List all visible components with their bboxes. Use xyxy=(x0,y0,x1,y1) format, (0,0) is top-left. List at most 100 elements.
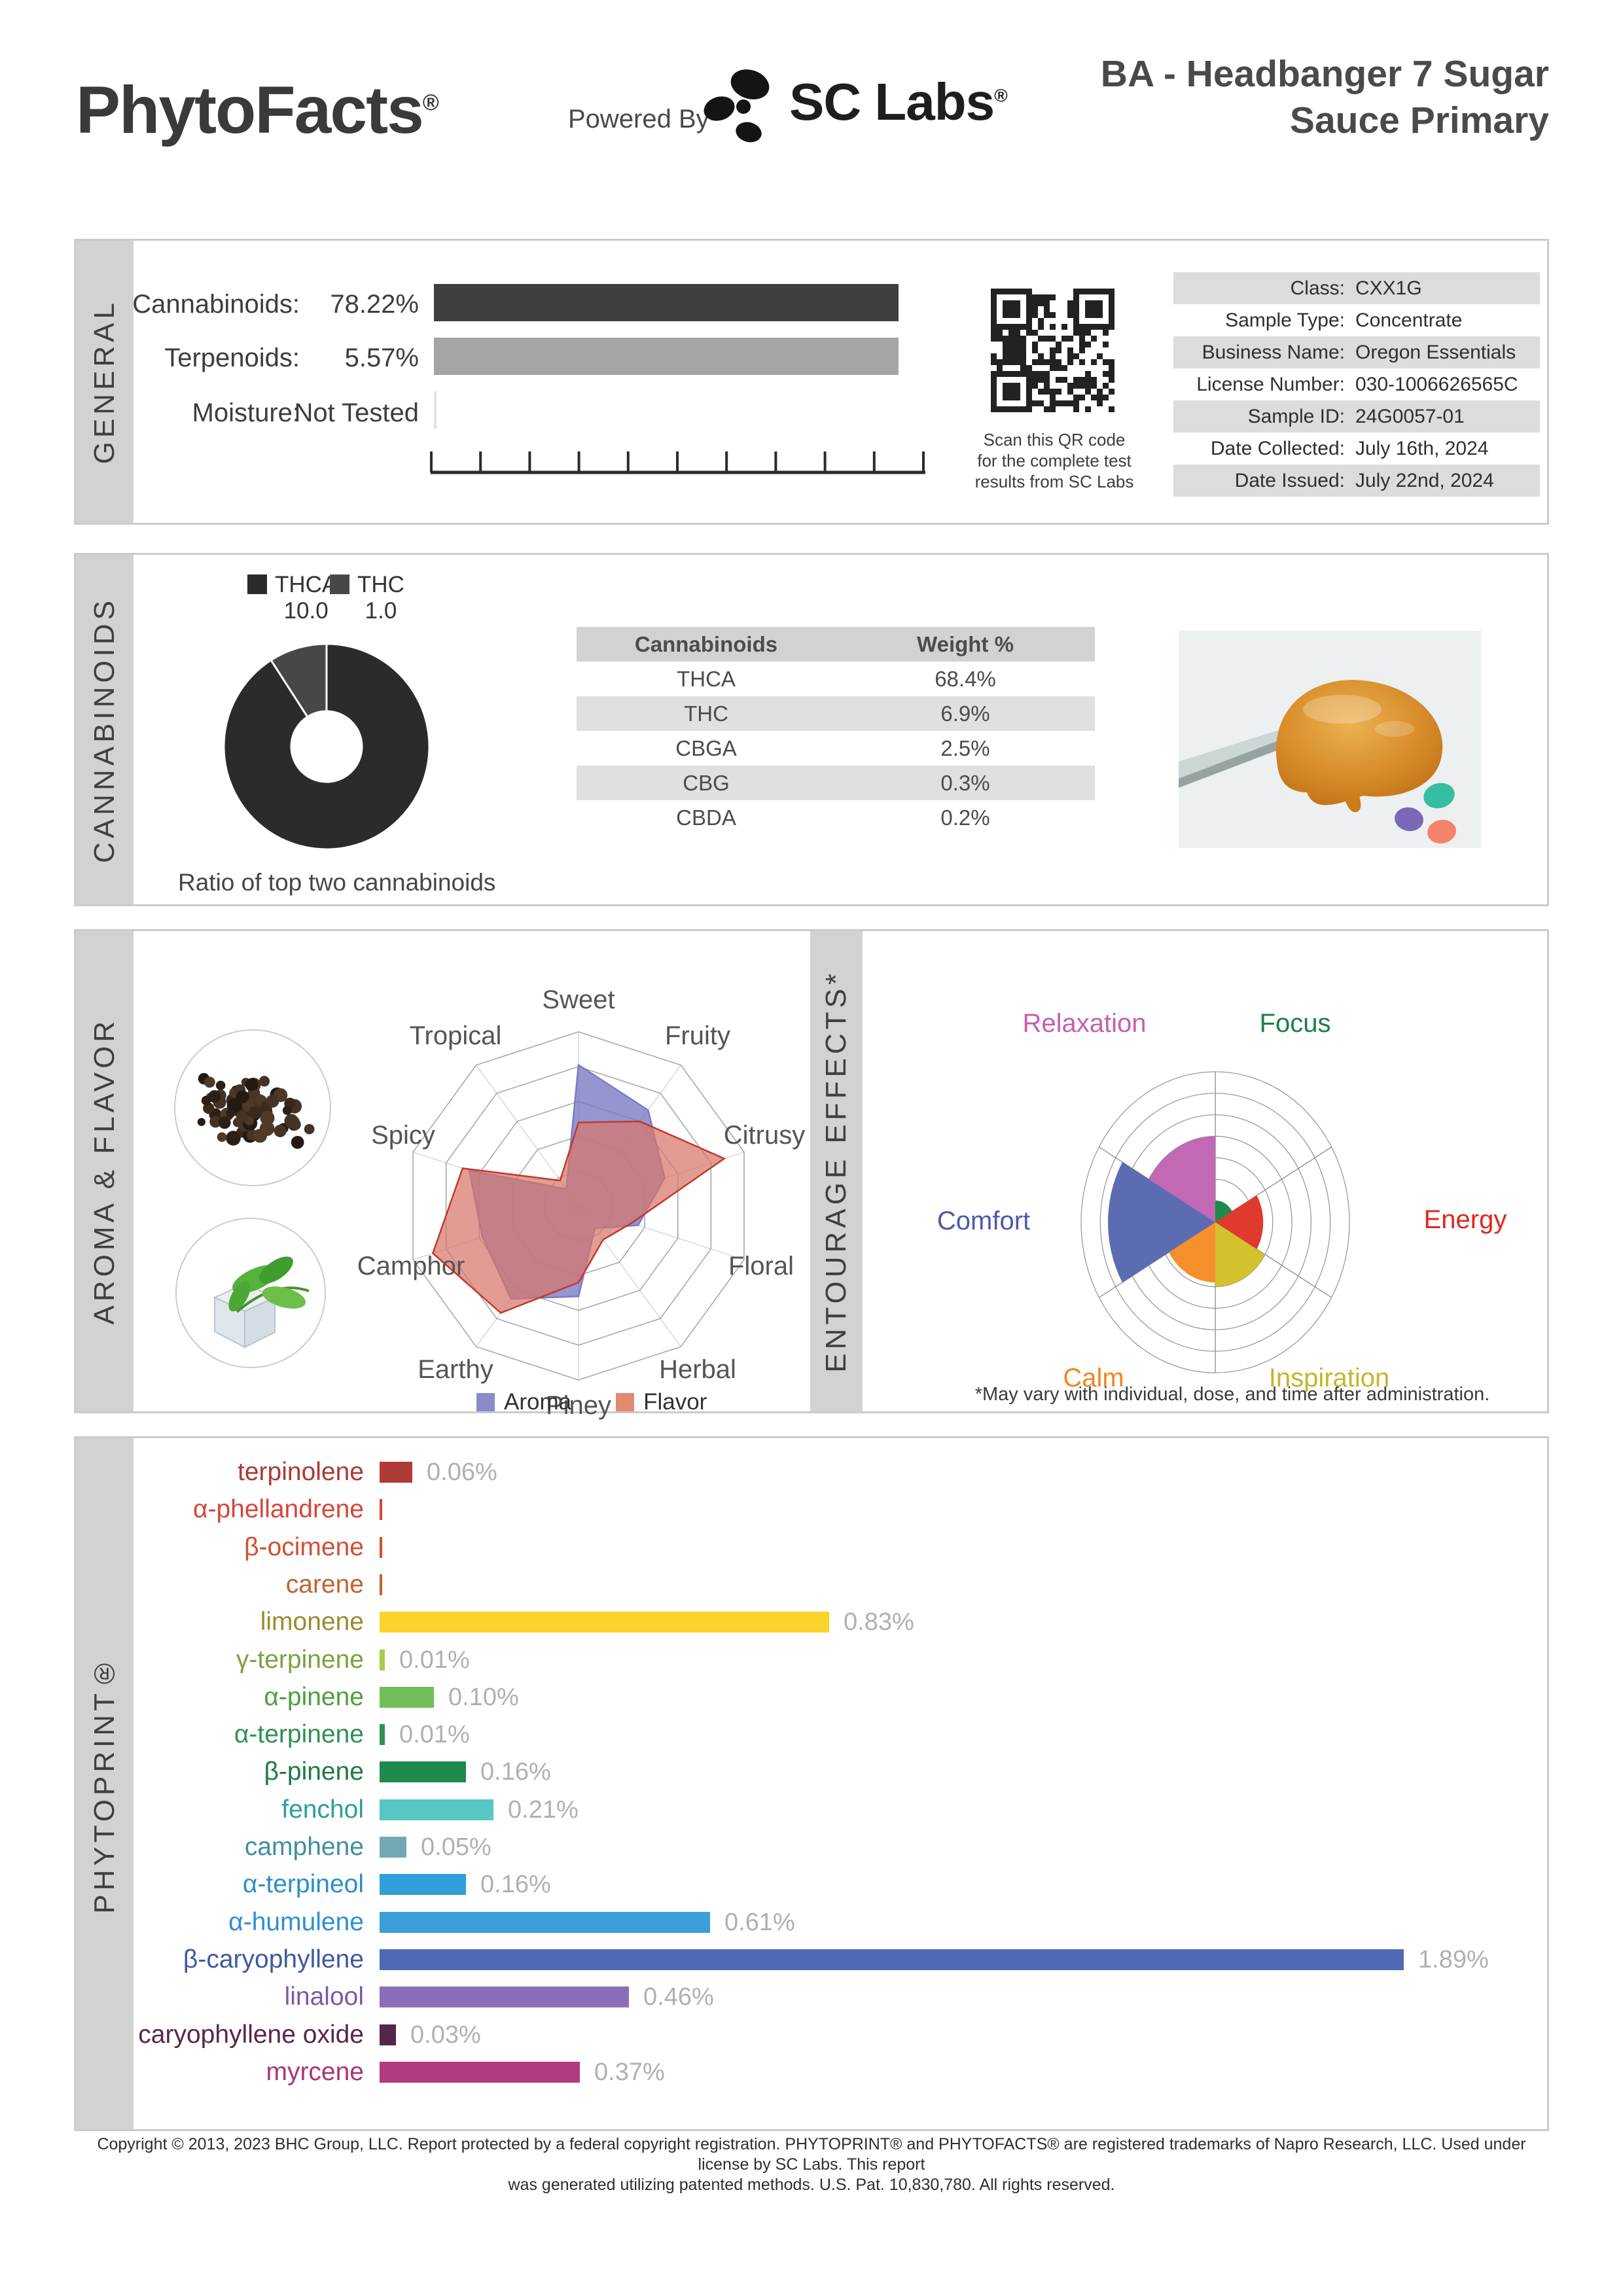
qr-code xyxy=(989,287,1117,415)
info-row: Class: CXX1G xyxy=(1173,272,1540,304)
radar-axis-label: Citrusy xyxy=(724,1121,805,1150)
terpene-bar xyxy=(380,1761,466,1783)
terpene-bar xyxy=(380,1987,629,2008)
terpene-row: carene xyxy=(76,1570,1542,1598)
info-row-label: Class: xyxy=(1290,277,1345,299)
info-row-value: 030-1006626565C xyxy=(1355,373,1518,395)
info-row-label: Date Collected: xyxy=(1210,437,1345,459)
cannabinoid-name: CBG xyxy=(683,770,730,795)
aroma-legend-label: Aroma xyxy=(504,1389,572,1415)
entourage-axis-label: Focus xyxy=(1260,1009,1331,1038)
entourage-axis-label: Inspiration xyxy=(1269,1364,1390,1392)
entourage-axis-label: Calm xyxy=(1063,1364,1124,1392)
info-row-value: July 22nd, 2024 xyxy=(1355,469,1494,491)
terpene-row: α-humulene 0.61% xyxy=(76,1908,1542,1936)
terpene-row: fenchol 0.21% xyxy=(76,1795,1542,1824)
terpenoids-total-bar xyxy=(434,338,899,375)
qr-caption-line1: Scan this QR code xyxy=(983,430,1126,450)
phytoprint-sidebar: PHYTOPRINT® xyxy=(76,1438,134,2129)
terpene-row: linalool 0.46% xyxy=(76,1983,1542,2011)
terpene-bar xyxy=(380,1911,710,1933)
accent-stripe-yellow xyxy=(74,181,1549,202)
powered-by-label: Powered By xyxy=(568,105,709,133)
terpenoids-total-value: 5.57% xyxy=(344,344,419,372)
qr-caption-line2: for the complete test xyxy=(977,451,1132,470)
info-row-label: Sample ID: xyxy=(1247,405,1345,427)
weight-table-row: CBDA 0.2% xyxy=(577,800,1095,835)
terpene-bar xyxy=(380,1499,382,1521)
general-section-label: GENERAL xyxy=(88,299,120,465)
cannabinoid-weight: 68.4% xyxy=(935,666,996,691)
terpene-row: β-caryophyllene 1.89% xyxy=(76,1945,1542,1973)
weight-table-header: Cannabinoids Weight % xyxy=(577,627,1095,662)
weight-table-header-weight: Weight % xyxy=(917,631,1014,656)
terpene-bar xyxy=(380,1649,385,1670)
terpene-bar xyxy=(380,1724,385,1746)
terpene-value: 0.46% xyxy=(643,1983,714,2011)
weight-table-row: CBGA 2.5% xyxy=(577,731,1095,766)
cannabinoid-weight: 6.9% xyxy=(940,701,990,726)
qr-caption: Scan this QR code for the complete test … xyxy=(959,429,1149,492)
cannabinoids-section-label: CANNABINOIDS xyxy=(88,596,120,863)
copyright-footer: Copyright © 2013, 2023 BHC Group, LLC. R… xyxy=(74,2134,1549,2195)
sc-labs-wordmark: SC Labs® xyxy=(789,72,1008,132)
sample-photo xyxy=(1179,631,1481,848)
cannabinoid-weight: 0.3% xyxy=(940,770,990,795)
entourage-sidebar: ENTOURAGE EFFECTS* xyxy=(810,931,863,1411)
terpene-bar xyxy=(380,1837,406,1858)
flavor-legend-swatch xyxy=(616,1393,635,1411)
entourage-footnote: *May vary with individual, dose, and tim… xyxy=(974,1384,1490,1405)
cannabinoid-name: THCA xyxy=(677,666,736,691)
terpene-name: β-ocimene xyxy=(244,1532,364,1561)
terpene-name: α-terpineol xyxy=(242,1870,364,1899)
info-row-value: CXX1G xyxy=(1355,277,1422,299)
radar-axis-label: Sweet xyxy=(542,985,615,1014)
weight-table-row: THCA 68.4% xyxy=(577,662,1095,696)
terpene-row: β-ocimene xyxy=(76,1532,1542,1561)
sample-title-line1: BA - Headbanger 7 Sugar xyxy=(1100,53,1549,95)
entourage-axis-label: Comfort xyxy=(937,1207,1030,1235)
radar-axis-label: Camphor xyxy=(357,1252,465,1280)
terpene-row: β-pinene 0.16% xyxy=(76,1758,1542,1786)
terpene-bar xyxy=(380,1874,466,1896)
logo-dot-purple xyxy=(1395,807,1423,832)
terpene-row: terpinolene 0.06% xyxy=(76,1458,1542,1487)
terpene-bar xyxy=(380,1686,434,1708)
terpene-value: 0.61% xyxy=(724,1908,795,1936)
terpene-bar xyxy=(380,1462,412,1483)
terpene-row: γ-terpinene 0.01% xyxy=(76,1646,1542,1674)
weight-table-row: THC 6.9% xyxy=(577,696,1095,731)
terpene-bar xyxy=(380,1612,829,1633)
cannabinoid-weight: 2.5% xyxy=(940,735,990,760)
radar-axis-label: Herbal xyxy=(659,1355,736,1384)
terpene-name: linalool xyxy=(284,1983,364,2011)
entourage-axis-label: Energy xyxy=(1424,1205,1507,1234)
mint-ice-photo xyxy=(175,1218,326,1368)
sample-title-line2: Sauce Primary xyxy=(1289,99,1549,141)
entourage-axis-label: Relaxation xyxy=(1022,1009,1146,1038)
terpene-row: caryophyllene oxide 0.03% xyxy=(76,2021,1542,2049)
donut-caption: Ratio of top two cannabinoids xyxy=(178,869,496,896)
radar-axis-label: Tropical xyxy=(410,1021,502,1050)
info-row: Date Issued: July 22nd, 2024 xyxy=(1173,465,1540,497)
info-row-label: Sample Type: xyxy=(1225,309,1345,331)
aroma-legend-swatch xyxy=(476,1393,495,1411)
terpene-value: 0.37% xyxy=(594,2058,665,2086)
terpene-name: fenchol xyxy=(281,1795,364,1824)
terpene-bar xyxy=(380,1536,382,1558)
concentrate-blob xyxy=(1275,680,1443,805)
terpene-bar-chart: terpinolene 0.06% α-phellandrene β-ocimene c… xyxy=(76,1438,1547,2129)
aroma-sidebar: AROMA & FLAVOR xyxy=(76,931,134,1411)
entourage-effects-polar-chart: Focus Energy Inspiration Calm Comfort Relaxat… xyxy=(937,1009,1507,1392)
sample-info-table: Class: CXX1G Sample Type: Concentrate Busine… xyxy=(1173,272,1540,497)
cannabinoids-total-value: 78.22% xyxy=(330,290,419,319)
terpene-name: γ-terpinene xyxy=(236,1645,364,1674)
info-row: Date Collected: July 16th, 2024 xyxy=(1173,433,1540,465)
logo-dot-teal xyxy=(1423,783,1455,809)
cannabinoids-total-bar xyxy=(434,284,899,321)
aroma-section-label: AROMA & FLAVOR xyxy=(88,1017,120,1325)
info-row: Sample ID: 24G0057-01 xyxy=(1173,400,1540,433)
terpene-name: carene xyxy=(285,1570,364,1598)
weight-table-header-name: Cannabinoids xyxy=(634,631,778,656)
